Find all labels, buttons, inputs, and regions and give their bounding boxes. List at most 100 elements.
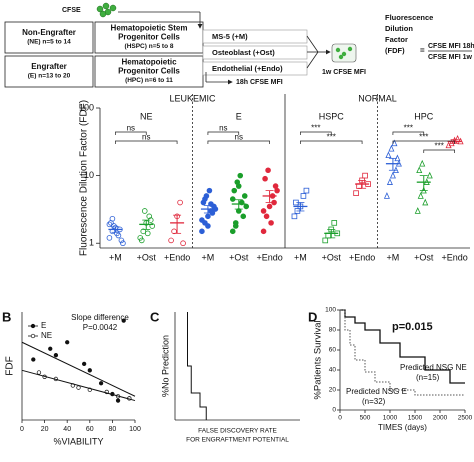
connector (306, 35, 319, 53)
data-point (231, 187, 238, 194)
significance-label: ns (235, 133, 243, 142)
data-point (353, 190, 359, 196)
data-point (199, 228, 205, 235)
data-point (114, 230, 120, 237)
data-point (76, 385, 81, 390)
category-label: +Ost (322, 252, 342, 262)
category-label: +Ost (229, 252, 249, 262)
data-point (109, 215, 116, 222)
mfi-1w: 1w CFSE MFI (322, 69, 366, 76)
formula-name: Dilution (385, 24, 413, 33)
box-text: Hematopoietic Stem (111, 24, 188, 33)
data-point (274, 187, 280, 194)
y-tick-label: 100 (79, 102, 94, 112)
data-point (303, 187, 310, 194)
category-label: +M (202, 252, 215, 262)
panel-label: D (308, 309, 317, 324)
box-text: (HSPC) n=5 to 8 (125, 43, 174, 50)
data-point (87, 368, 92, 373)
data-point (417, 192, 424, 199)
annotation: Slope difference (71, 313, 129, 322)
condition-label: Osteoblast (+Ost) (212, 48, 275, 57)
data-point (331, 220, 338, 226)
category-label: +Endo (164, 252, 190, 262)
data-point (229, 228, 236, 235)
y-axis-label: %Patients Survival (313, 320, 324, 399)
data-point (240, 213, 247, 220)
data-point (268, 220, 274, 226)
box-text: (HPC) n=6 to 11 (125, 77, 173, 84)
significance-label: *** (327, 133, 336, 142)
data-point (118, 237, 125, 244)
x-tick-label: 20 (41, 426, 49, 433)
legend-label: (n=15) (416, 373, 440, 382)
category-label: +M (294, 252, 307, 262)
data-point (266, 203, 273, 210)
data-point (206, 187, 213, 194)
data-point (243, 203, 250, 210)
annotation: P=0.0042 (83, 323, 118, 332)
data-point (121, 318, 126, 323)
x-tick-label: 0 (338, 415, 342, 422)
data-point (389, 171, 396, 179)
x-tick-label: 500 (360, 415, 371, 422)
data-point (322, 237, 329, 244)
significance-label: *** (419, 133, 428, 142)
formula-numerator: CFSE MFI 18h (428, 43, 474, 50)
data-point (426, 171, 433, 179)
x-axis-label: TIMES (days) (378, 423, 427, 432)
step-line (187, 312, 207, 420)
legend-label: Predicted NSG NE (400, 363, 467, 372)
box-text: Hematopoietic (121, 58, 177, 67)
significance-bracket (392, 140, 455, 144)
data-point (106, 221, 113, 228)
significance-bracket (300, 131, 332, 135)
box-text: Non-Engrafter (22, 28, 76, 37)
data-point (291, 213, 298, 220)
data-point (115, 398, 121, 403)
fit-line (21, 369, 136, 402)
data-point (199, 217, 205, 223)
mfi-18h: 18h CFSE MFI (236, 79, 283, 86)
data-point (202, 196, 208, 202)
x-tick-label: 60 (86, 426, 94, 433)
box-text: (NE) n=5 to 14 (27, 39, 71, 46)
data-point (263, 213, 270, 220)
condition-box (202, 61, 308, 76)
data-point (422, 198, 429, 206)
condition-box (202, 45, 308, 60)
y-axis-label: FDF (5, 356, 16, 375)
y-tick-label: 0 (332, 407, 336, 414)
data-point (98, 381, 104, 386)
category-label: +Ost (137, 252, 157, 262)
significance-bracket (207, 140, 270, 144)
cell-icon (96, 5, 104, 13)
y-tick-label: 60 (329, 347, 337, 354)
box-text: Progenitor Cells (118, 67, 180, 76)
formula-name: Fluorescence (385, 13, 433, 22)
x-tick-label: 100 (129, 426, 141, 433)
data-point (237, 172, 244, 179)
cell-icon (341, 51, 347, 57)
data-point (241, 193, 248, 199)
data-point (265, 167, 271, 174)
significance-bracket (115, 131, 147, 135)
data-point (232, 223, 239, 229)
section-label: HPC (414, 111, 434, 121)
y-tick-label: 80 (329, 327, 337, 334)
formula-name: Factor (385, 35, 408, 44)
data-point (383, 192, 390, 199)
category-label: +Ost (414, 252, 434, 262)
y-tick-label: 10 (84, 170, 94, 180)
data-point (385, 151, 392, 159)
box-text: Engrafter (31, 62, 67, 71)
cell-icon (99, 10, 107, 18)
formula-name: (FDF) (385, 46, 405, 55)
data-point (48, 346, 53, 351)
data-point (149, 223, 156, 229)
data-point (362, 172, 368, 179)
x-tick-label: 2000 (433, 415, 448, 422)
y-tick-label: 1 (89, 238, 94, 248)
data-point (106, 235, 113, 241)
